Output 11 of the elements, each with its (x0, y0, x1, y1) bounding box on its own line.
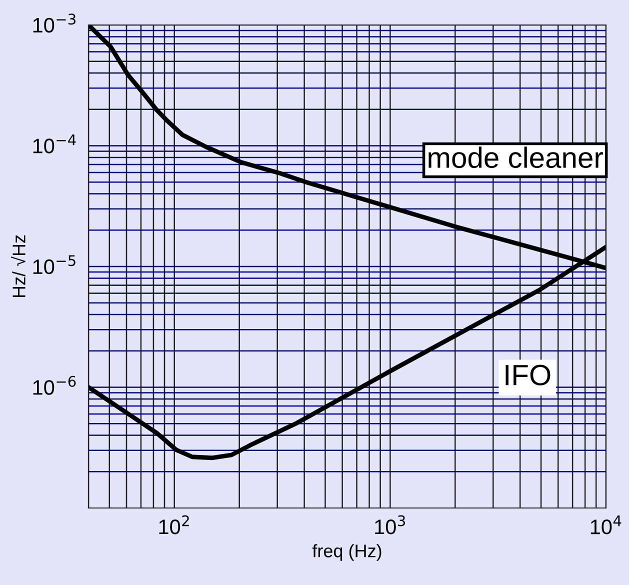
y-tick-label: 10$^{−6}$ (33, 376, 76, 395)
y-tick-label: 10$^{−5}$ (33, 255, 76, 274)
y-tick-label: 10$^{−4}$ (33, 134, 76, 154)
y-axis-title: Hz/ √Hz (10, 235, 26, 298)
x-tick-label: 10$^{4}$ (590, 515, 622, 534)
x-tick-label: 10$^{2}$ (159, 515, 189, 534)
y-tick-label: 10$^{−3}$ (33, 14, 76, 33)
x-tick-label: 10$^{3}$ (375, 515, 406, 534)
x-axis-title: freq (Hz) (312, 544, 382, 561)
series-label: IFO (506, 364, 550, 386)
series-label: mode cleaner (428, 146, 603, 168)
